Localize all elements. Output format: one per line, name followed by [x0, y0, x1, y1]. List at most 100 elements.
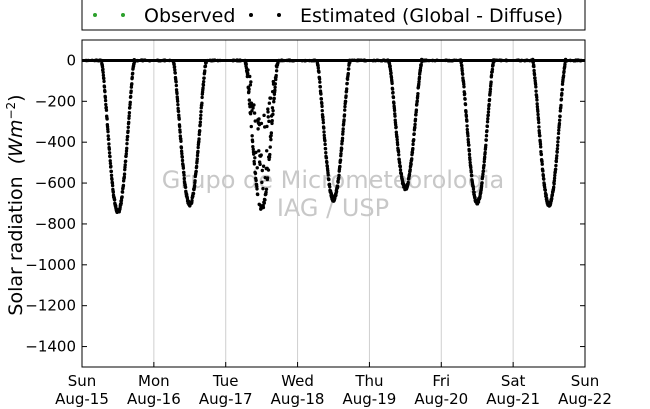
data-point: [395, 142, 400, 147]
data-point: [120, 190, 125, 194]
data-point: [250, 134, 254, 138]
data-point: [336, 180, 340, 184]
data-point: [125, 134, 130, 139]
data-point: [560, 82, 565, 86]
data-point: [542, 182, 547, 187]
x-tick-label-date: Aug-20: [414, 390, 468, 408]
data-point: [126, 129, 130, 133]
data-point: [274, 69, 279, 73]
data-point: [320, 108, 324, 113]
data-point: [107, 151, 112, 155]
data-point: [535, 104, 540, 109]
data-point: [343, 104, 347, 109]
data-point: [559, 97, 564, 101]
data-point: [534, 89, 538, 93]
data-point: [259, 121, 264, 126]
data-point: [267, 119, 271, 124]
data-point: [553, 167, 558, 171]
data-point: [267, 101, 272, 105]
data-point: [485, 129, 489, 133]
data-point: [487, 97, 492, 102]
data-point: [467, 143, 471, 147]
y-tick-label: −400: [35, 133, 76, 151]
data-point: [415, 99, 419, 103]
data-point: [412, 137, 416, 142]
data-point: [338, 158, 343, 162]
data-point: [194, 169, 198, 174]
data-point: [466, 140, 471, 144]
data-point: [182, 170, 186, 175]
watermark-line-1: Grupo de Micrometeorologia: [162, 166, 504, 194]
data-point: [122, 172, 127, 176]
data-point: [128, 100, 132, 105]
data-point: [172, 62, 176, 66]
data-point: [127, 120, 131, 124]
data-point: [179, 145, 184, 150]
y-tick-label: −1200: [25, 297, 76, 315]
data-point: [253, 156, 257, 160]
data-point: [536, 112, 540, 117]
data-point: [392, 101, 396, 105]
data-point: [411, 146, 415, 151]
data-point: [273, 85, 277, 89]
data-point: [392, 108, 397, 113]
data-point: [323, 142, 327, 147]
data-point: [182, 176, 186, 181]
data-point: [460, 68, 464, 73]
x-tick-label-date: Aug-16: [127, 390, 181, 408]
data-point: [532, 68, 536, 73]
data-point: [551, 185, 556, 189]
data-point: [533, 82, 538, 87]
data-point: [317, 70, 321, 74]
data-point: [107, 142, 111, 146]
data-point: [562, 69, 566, 74]
data-point: [394, 130, 399, 134]
data-point: [102, 79, 106, 84]
data-point: [271, 79, 276, 84]
data-point: [533, 76, 537, 80]
x-tick-label-date: Aug-19: [343, 390, 397, 408]
data-point: [198, 123, 202, 127]
data-point: [197, 132, 201, 137]
data-point: [554, 156, 559, 161]
data-point: [123, 159, 128, 163]
data-point: [411, 142, 415, 147]
data-point: [391, 90, 395, 95]
data-point: [252, 162, 257, 166]
data-point: [172, 65, 177, 69]
data-point: [193, 179, 197, 183]
x-tick-label-date: Aug-15: [55, 390, 109, 408]
data-point: [335, 184, 340, 188]
data-point: [268, 96, 273, 100]
data-point: [563, 62, 567, 67]
data-point: [111, 190, 116, 194]
x-tick-label-date: Aug-18: [271, 390, 325, 408]
data-point: [105, 117, 109, 121]
data-point: [397, 161, 402, 165]
y-tick-label: −1400: [25, 338, 76, 356]
data-point: [484, 138, 488, 142]
data-point: [272, 100, 276, 104]
data-point: [345, 81, 349, 86]
data-point: [269, 133, 273, 138]
data-point: [124, 149, 129, 153]
data-point: [408, 168, 412, 172]
data-point: [322, 126, 326, 130]
data-point: [481, 172, 485, 176]
data-point: [109, 169, 114, 174]
data-point: [120, 195, 124, 199]
data-point: [460, 72, 465, 76]
data-point: [174, 80, 178, 84]
x-tick-label-date: Aug-22: [558, 390, 612, 408]
data-point: [345, 77, 350, 82]
legend: Observed Estimated (Global - Diffuse): [81, 0, 586, 31]
data-point: [255, 192, 260, 197]
y-tick-label: 0: [66, 51, 76, 69]
x-tick-label-date: Aug-17: [199, 390, 253, 408]
data-point: [553, 173, 557, 178]
y-axis: 0 −200 −400 −600 −800 −1000 −1200 −1400: [25, 51, 585, 356]
data-point: [124, 152, 129, 156]
data-point: [560, 87, 564, 92]
data-point: [130, 71, 135, 76]
